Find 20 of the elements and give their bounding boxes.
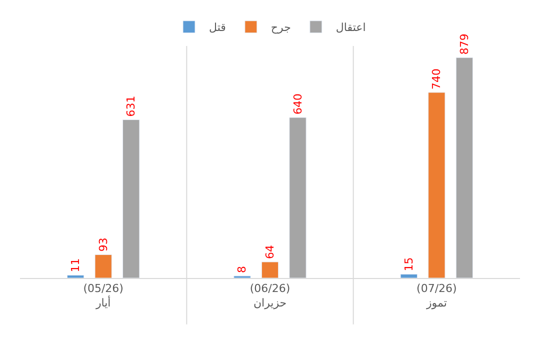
data-label: 15: [402, 257, 416, 272]
data-label: 631: [124, 96, 138, 117]
legend-label: قتل: [209, 21, 226, 34]
bar: [261, 262, 279, 278]
bar: [428, 92, 446, 278]
data-label: 11: [69, 258, 82, 272]
data-label: 879: [458, 34, 471, 55]
data-label: 8: [236, 266, 249, 273]
legend-label: جرح: [270, 21, 291, 34]
data-label: 64: [264, 244, 276, 259]
bar: [289, 117, 306, 278]
data-label: 93: [96, 238, 110, 252]
data-label: 640: [291, 94, 304, 115]
bar: [122, 120, 140, 278]
data-label: 740: [430, 68, 444, 90]
bar: [66, 274, 84, 278]
bar: [94, 254, 112, 278]
bar: [400, 274, 418, 278]
bar: [456, 57, 474, 278]
legend-label: اعتقال: [336, 21, 366, 34]
